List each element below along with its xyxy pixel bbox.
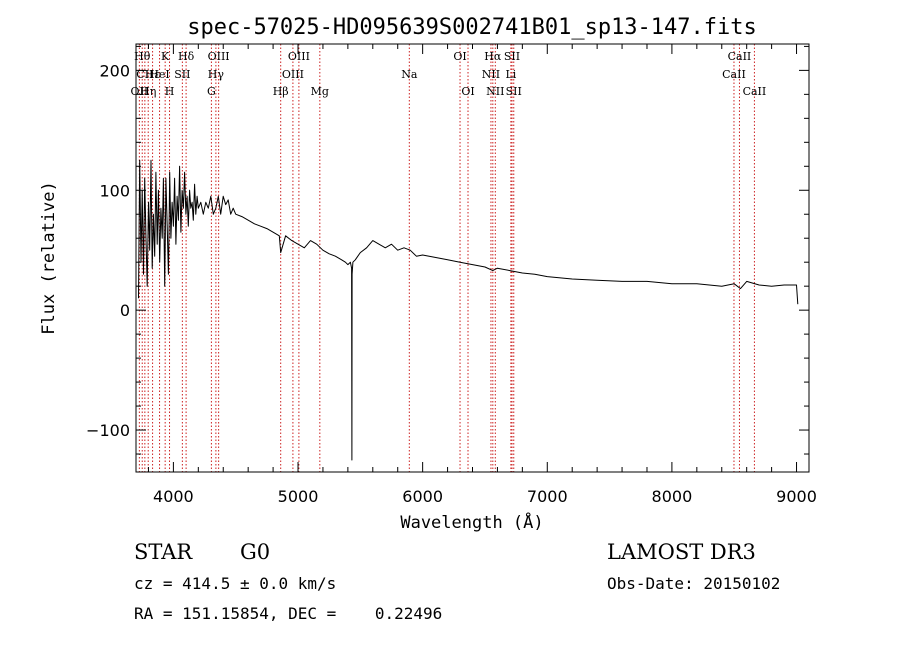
x-tick-label: 7000 — [527, 487, 568, 506]
line-label: CaII — [728, 50, 752, 63]
x-axis-label: Wavelength (Å) — [400, 511, 543, 533]
line-label: OIII — [282, 68, 304, 81]
line-label: G — [207, 85, 216, 98]
line-label: SII — [504, 50, 520, 63]
spectral-line-markers — [138, 44, 755, 472]
line-label: Li — [505, 68, 516, 81]
line-label: Hη — [140, 85, 156, 98]
observation-date: Obs-Date: 20150102 — [607, 574, 781, 593]
line-label: Hα — [484, 50, 502, 63]
spectrum-series — [138, 159, 799, 461]
line-label: SII — [506, 85, 522, 98]
y-axis-label: Flux (relative) — [39, 181, 59, 335]
line-label: SII — [174, 68, 190, 81]
y-tick-label: 100 — [99, 181, 130, 200]
line-label: K — [161, 50, 170, 63]
redshift-line: cz = 414.5 ± 0.0 km/s — [134, 574, 337, 593]
x-tick-label: 5000 — [278, 487, 319, 506]
line-label: Hε — [145, 68, 161, 81]
line-label: Na — [401, 68, 418, 81]
line-label: OIII — [208, 50, 230, 63]
line-label: Hγ — [208, 68, 225, 81]
line-label: NII — [486, 85, 504, 98]
y-tick-label: 200 — [99, 61, 130, 80]
line-label: Hβ — [273, 85, 289, 98]
line-label: CII — [136, 68, 153, 81]
line-label: CaII — [743, 85, 767, 98]
spectrum-line — [138, 159, 799, 461]
y-axis: −100 0 100 200 — [86, 45, 809, 455]
line-label: OI — [453, 50, 466, 63]
x-tick-label: 9000 — [776, 487, 817, 506]
coordinates-line: RA = 151.15854, DEC = 0.22496 — [134, 604, 443, 623]
x-axis: 4000 5000 6000 7000 8000 9000 — [147, 44, 817, 506]
survey-name: LAMOST DR3 — [607, 540, 756, 564]
line-label: Hδ — [178, 50, 195, 63]
line-label: OIII — [288, 50, 310, 63]
line-label: OII — [131, 85, 149, 98]
line-label: HeI — [149, 68, 169, 81]
y-tick-label: 0 — [120, 301, 130, 320]
line-label: H — [165, 85, 175, 98]
y-tick-label: −100 — [86, 421, 130, 440]
line-label: CaII — [722, 68, 746, 81]
line-label: OI — [461, 85, 474, 98]
object-subclass: G0 — [240, 540, 271, 564]
plot-frame — [135, 43, 810, 473]
line-label: NII — [482, 68, 500, 81]
x-tick-label: 8000 — [652, 487, 693, 506]
object-class: STAR — [134, 540, 193, 564]
x-tick-label: 4000 — [153, 487, 194, 506]
chart-title: spec-57025-HD095639S002741B01_sp13-147.f… — [187, 15, 757, 40]
x-tick-label: 6000 — [402, 487, 443, 506]
line-label: Mg — [311, 85, 329, 98]
line-label: Hθ — [134, 50, 151, 63]
